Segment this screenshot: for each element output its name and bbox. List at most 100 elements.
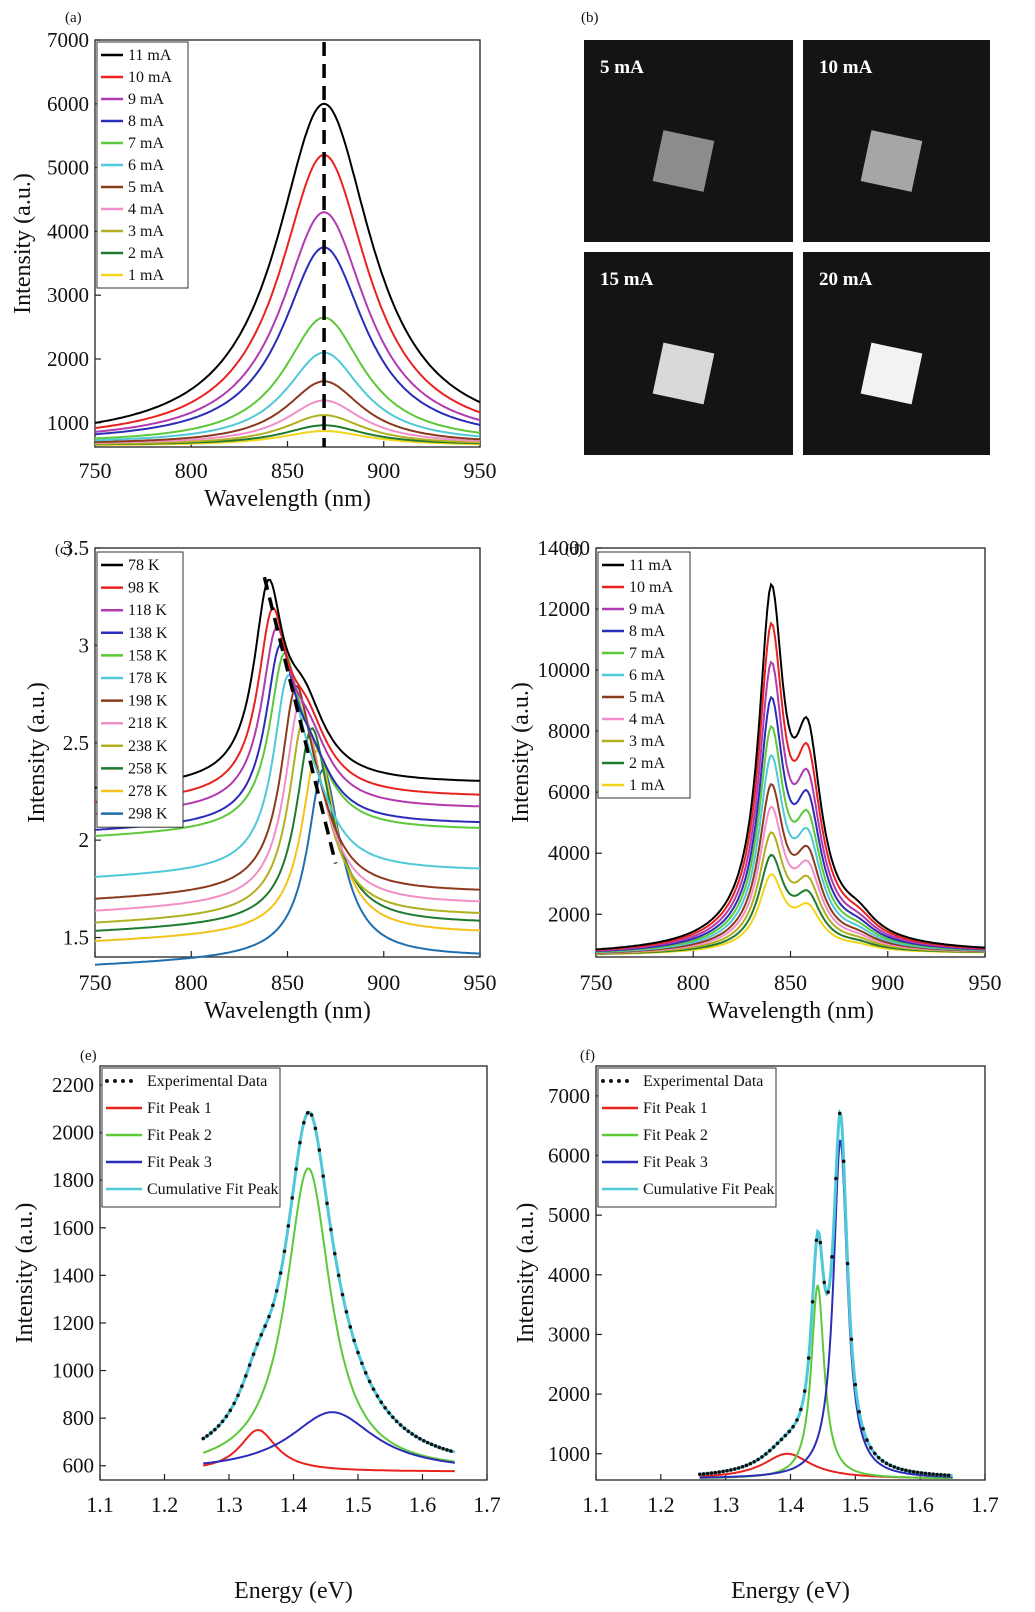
legend-box <box>96 551 184 828</box>
experimental-point <box>802 1389 807 1393</box>
experimental-point <box>931 1472 935 1476</box>
experimental-point <box>313 1126 318 1131</box>
experimental-point <box>904 1468 908 1473</box>
x-tick-label: 950 <box>464 458 497 483</box>
legend-entry: 138 K <box>128 625 168 642</box>
y-tick-label: 5000 <box>47 156 89 180</box>
experimental-point <box>263 1324 267 1328</box>
legend-entry: Fit Peak 2 <box>643 1127 708 1144</box>
experimental-point <box>814 1238 819 1243</box>
experimental-point <box>371 1387 376 1391</box>
experimental-point <box>209 1431 213 1435</box>
x-axis-label: Wavelength (nm) <box>204 998 371 1024</box>
experimental-point <box>402 1426 407 1431</box>
legend-entry: 8 mA <box>128 113 164 130</box>
experimental-point <box>791 1424 795 1429</box>
chart-panel-f: 1.1 1.2 1.3 1.4 1.5 1.6 1.7 1000 2000 3000 4000 500… <box>513 1048 999 1604</box>
legend-entry: 3 mA <box>128 223 164 240</box>
experimental-point <box>705 1471 710 1476</box>
experimental-point <box>298 1140 302 1145</box>
y-tick-label: 2.5 <box>63 731 89 755</box>
legend-entry: 298 K <box>128 806 168 823</box>
x-tick-label: 1.3 <box>215 1492 243 1517</box>
experimental-point <box>900 1467 904 1472</box>
y-tick-label: 12000 <box>538 597 591 621</box>
experimental-point <box>429 1442 434 1447</box>
experimental-point <box>414 1434 418 1439</box>
legend-entry: Fit Peak 3 <box>147 1154 212 1171</box>
experimental-point <box>224 1414 229 1419</box>
experimental-point <box>336 1273 341 1278</box>
experimental-point <box>379 1400 384 1405</box>
chart-panel-e: 1.1 1.2 1.3 1.4 1.5 1.6 1.7 600 800 1000 1200 1400 1… <box>12 1048 501 1604</box>
experimental-point <box>799 1407 803 1412</box>
experimental-point <box>713 1470 718 1475</box>
legend-marker <box>113 1079 117 1083</box>
experimental-point <box>911 1470 916 1474</box>
legend-entry: Fit Peak 2 <box>147 1127 212 1144</box>
experimental-point <box>387 1410 391 1415</box>
legend-entry: 238 K <box>128 738 168 755</box>
experimental-point <box>391 1415 395 1420</box>
experimental-point <box>861 1427 865 1431</box>
x-tick-label: 750 <box>580 970 613 995</box>
legend-marker <box>601 1079 605 1083</box>
emission-spot <box>860 342 923 405</box>
x-tick-label: 1.6 <box>409 1492 437 1517</box>
quadrant-label: 15 mA <box>600 269 654 290</box>
y-tick-label: 10000 <box>538 658 591 682</box>
quadrant-label: 20 mA <box>819 269 873 290</box>
experimental-point <box>884 1461 889 1466</box>
experimental-point <box>939 1472 943 1477</box>
legend-entry: 6 mA <box>128 157 164 174</box>
series-line <box>595 695 986 953</box>
experimental-point <box>220 1419 225 1424</box>
experimental-point <box>259 1333 264 1337</box>
legend-entry: 5 mA <box>629 689 665 706</box>
x-tick-label: 1.7 <box>971 1492 999 1517</box>
experimental-point <box>437 1445 442 1450</box>
experimental-point <box>290 1196 295 1200</box>
chart-panel-c: 750 800 850 900 950 1.5 2 2.5 3 3.5 Wavelength (nm… <box>24 536 497 1024</box>
x-tick-label: 1.1 <box>86 1492 114 1517</box>
x-tick-label: 950 <box>969 970 1002 995</box>
x-tick-label: 1.2 <box>647 1492 675 1517</box>
series-line <box>94 684 481 900</box>
experimental-point <box>756 1457 760 1462</box>
experimental-point <box>841 1159 846 1164</box>
emission-spot <box>652 130 715 192</box>
experimental-point <box>865 1438 869 1442</box>
experimental-point <box>736 1466 741 1470</box>
experimental-point <box>247 1363 252 1367</box>
y-tick-label: 4000 <box>548 841 590 865</box>
panel-label: (e) <box>80 1048 97 1064</box>
legend-entry: Experimental Data <box>147 1073 267 1090</box>
experimental-point <box>806 1356 811 1360</box>
y-tick-label: 3.5 <box>63 536 89 560</box>
experimental-point <box>383 1405 387 1410</box>
y-tick-label: 7000 <box>47 28 89 52</box>
series-line <box>595 582 986 951</box>
experimental-point <box>321 1174 325 1178</box>
y-tick-label: 3000 <box>47 283 89 307</box>
experimental-point <box>441 1446 445 1451</box>
experimental-point <box>271 1303 275 1308</box>
experimental-point <box>363 1371 368 1375</box>
experimental-point <box>421 1438 426 1443</box>
legend-entry: 7 mA <box>629 645 665 662</box>
y-tick-label: 1200 <box>52 1311 94 1335</box>
experimental-point <box>394 1419 399 1424</box>
experimental-point <box>818 1240 823 1245</box>
x-tick-label: 1.5 <box>344 1492 372 1517</box>
y-axis-label: Intensity (a.u.) <box>12 1203 38 1344</box>
legend-entry: Cumulative Fit Peak <box>147 1181 279 1198</box>
experimental-point <box>305 1111 310 1115</box>
y-tick-label: 1400 <box>52 1263 94 1287</box>
experimental-point <box>725 1468 729 1473</box>
experimental-point <box>286 1224 291 1228</box>
experimental-point <box>760 1455 764 1459</box>
y-tick-label: 6000 <box>47 92 89 116</box>
series-line <box>95 351 481 442</box>
legend-entry: 8 mA <box>629 623 665 640</box>
experimental-point <box>398 1423 403 1427</box>
